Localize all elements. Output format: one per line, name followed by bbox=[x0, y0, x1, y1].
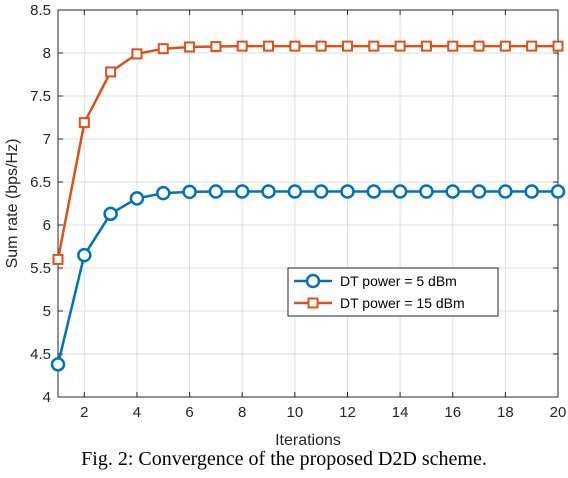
y-tick-label: 6.5 bbox=[30, 174, 51, 191]
x-tick-label: 16 bbox=[444, 404, 461, 421]
series-1-point bbox=[208, 184, 224, 199]
series-2-point bbox=[315, 40, 327, 52]
series-1-point bbox=[261, 184, 276, 199]
series-1-point bbox=[156, 185, 171, 201]
series-1-point bbox=[313, 184, 329, 199]
series-1-point bbox=[103, 206, 118, 222]
y-tick-label: 8.5 bbox=[30, 2, 51, 19]
y-tick-label: 8 bbox=[43, 45, 51, 62]
figure-caption: Fig. 2: Convergence of the proposed D2D … bbox=[81, 448, 487, 470]
series-2-point bbox=[341, 40, 353, 52]
y-tick-label: 4.5 bbox=[30, 346, 51, 363]
series-1-point bbox=[366, 184, 382, 199]
series-2-point bbox=[526, 40, 538, 52]
legend-marker bbox=[305, 273, 321, 289]
legend-entry: DT power = 5 dBm bbox=[294, 273, 457, 289]
legend: DT power = 5 dBm DT power = 15 dBm bbox=[287, 267, 499, 317]
y-tick-label: 7 bbox=[43, 131, 51, 148]
series-2-point bbox=[473, 40, 485, 52]
series-2-point bbox=[289, 40, 301, 52]
series-1-point bbox=[419, 184, 434, 199]
series-1-point bbox=[498, 184, 513, 199]
x-tick-label: 10 bbox=[286, 404, 303, 421]
series-2-point bbox=[210, 41, 222, 53]
y-tick-label: 7.5 bbox=[30, 88, 51, 105]
series-1-point bbox=[524, 184, 539, 199]
axis-ticks: 2 4 6 8 10 12 14 16 18 20 4 4.5 5 5.5 6 6.5 7 7.5 8 8.5 bbox=[30, 2, 566, 421]
x-tick-label: 6 bbox=[185, 404, 193, 421]
series-2-point bbox=[420, 40, 432, 52]
series-1-point bbox=[471, 184, 487, 199]
x-tick-label: 2 bbox=[80, 404, 88, 421]
series-1-point bbox=[287, 184, 303, 199]
series-2-point bbox=[368, 40, 380, 52]
series-2 bbox=[52, 40, 564, 265]
series-2-point bbox=[52, 253, 64, 265]
y-tick-label: 6 bbox=[43, 217, 51, 234]
series-group bbox=[50, 40, 566, 372]
y-tick-label: 5 bbox=[43, 303, 51, 320]
y-tick-label: 4 bbox=[43, 389, 51, 406]
y-tick-label: 5.5 bbox=[30, 260, 51, 277]
legend-box bbox=[287, 267, 499, 317]
series-2-line bbox=[56, 44, 558, 260]
y-axis-label: Sum rate (bps/Hz) bbox=[4, 139, 21, 269]
series-2-point bbox=[447, 40, 459, 52]
x-tick-label: 12 bbox=[339, 404, 356, 421]
legend-marker bbox=[307, 297, 319, 309]
series-2-point bbox=[263, 40, 275, 52]
series-1-point bbox=[445, 184, 460, 199]
legend-label: DT power = 15 dBm bbox=[340, 295, 465, 311]
series-2-point bbox=[394, 40, 406, 52]
series-2-point bbox=[78, 117, 90, 129]
plot-area bbox=[57, 9, 559, 398]
x-tick-label: 18 bbox=[497, 404, 514, 421]
line-chart: 2 4 6 8 10 12 14 16 18 20 4 4.5 5 5.5 6 6.5 7 7.5 8 8.5 Ite… bbox=[4, 2, 566, 445]
x-tick-label: 14 bbox=[392, 404, 409, 421]
series-1-point bbox=[550, 184, 566, 199]
series-1-point bbox=[392, 184, 408, 199]
series-1-point bbox=[340, 184, 355, 199]
series-1-point bbox=[50, 357, 66, 372]
series-1-point bbox=[129, 191, 145, 206]
series-2-point bbox=[184, 41, 196, 53]
series-1 bbox=[50, 184, 566, 372]
series-1-point bbox=[182, 184, 197, 200]
series-2-point bbox=[157, 43, 169, 55]
series-2-point bbox=[105, 66, 117, 78]
x-tick-label: 8 bbox=[238, 404, 246, 421]
series-2-point bbox=[552, 40, 564, 52]
legend-label: DT power = 5 dBm bbox=[340, 273, 457, 289]
legend-entry: DT power = 15 dBm bbox=[294, 295, 465, 311]
series-2-point bbox=[236, 40, 248, 52]
legend-items: DT power = 5 dBm DT power = 15 dBm bbox=[294, 273, 465, 311]
series-1-point bbox=[234, 184, 250, 199]
x-axis-label: Iterations bbox=[275, 432, 341, 445]
series-2-point bbox=[131, 48, 143, 60]
series-2-point bbox=[499, 40, 511, 52]
x-tick-label: 20 bbox=[550, 404, 567, 421]
x-tick-label: 4 bbox=[133, 404, 141, 421]
series-1-point bbox=[77, 247, 92, 263]
